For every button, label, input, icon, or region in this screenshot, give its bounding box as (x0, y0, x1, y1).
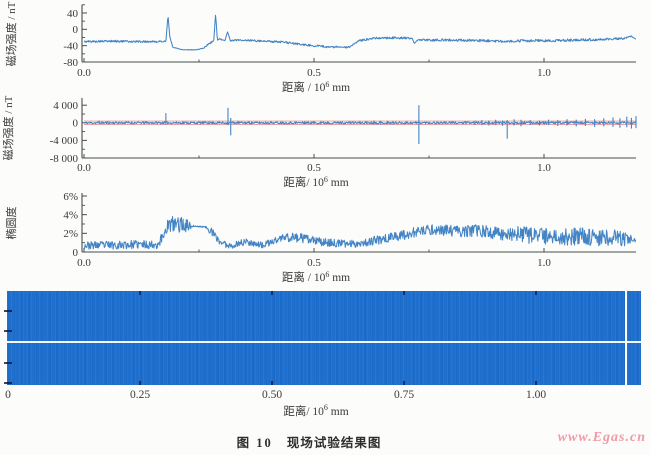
x-axis-title: 距离 / 106 mm (282, 80, 350, 94)
y-tick-label: 6% (63, 191, 78, 203)
figure-caption: 图 10 现场试验结果图 (0, 432, 618, 451)
y-tick-label: 4 000 (53, 100, 78, 112)
x-tick-label: 1.0 (537, 67, 551, 79)
band-edge-tick (139, 291, 141, 295)
band-vertical-marker (625, 291, 627, 385)
watermark: www.Egas.cn (557, 430, 646, 445)
y-axis-title: 椭圆度 (4, 207, 18, 240)
band-x-tick-label: 0.25 (129, 389, 151, 401)
y-tick-label: 0 (73, 247, 79, 259)
band-x-axis-title-sup: 6 (323, 403, 328, 413)
x-axis-title: 距离 / 106 mm (282, 270, 350, 284)
y-tick-label: 0 (73, 24, 79, 36)
band-x-axis: 0 0.25 0.50 0.75 1.00 (0, 389, 650, 405)
x-tick-label: 0.0 (77, 67, 91, 79)
y-tick-label: -4 000 (50, 135, 79, 147)
y-tick-label: 2% (63, 228, 78, 240)
band-edge-tick (403, 291, 405, 295)
band-x-tick-label: 1.00 (525, 389, 547, 401)
waveform-path (83, 215, 637, 250)
caption-text: 现场试验结果图 (286, 436, 382, 450)
band-edge-tick (271, 381, 273, 385)
band-left-tick (4, 330, 12, 332)
y-tick-label: 40 (67, 8, 79, 20)
band-x-tick-label: 0.75 (393, 389, 415, 401)
band-left-tick (4, 382, 12, 384)
caption-number: 图 10 (236, 436, 273, 450)
x-tick-label: 0.0 (77, 162, 91, 174)
band-left-tick (4, 310, 12, 312)
band-edge-tick (271, 291, 273, 295)
x-tick-label: 0.5 (307, 162, 321, 174)
x-tick-label: 0.0 (77, 257, 91, 269)
y-tick-label: 0 (73, 118, 79, 130)
band-x-axis-title: 距离/ 106 mm (283, 403, 348, 419)
band-horizontal-line (7, 341, 641, 343)
y-tick-label: 4% (63, 209, 78, 221)
y-axis-title: 磁场强度 / nT (4, 1, 18, 66)
band-edge-tick (535, 381, 537, 385)
y-tick-label: -8 000 (50, 153, 79, 165)
x-tick-label: 0.5 (307, 67, 321, 79)
bscan-band (4, 291, 641, 385)
band-x-tick-label: 0.50 (261, 389, 283, 401)
band-x-axis-title-unit: mm (327, 406, 349, 418)
band-x-axis-title-text: 距离/ 10 (283, 406, 324, 418)
x-tick-label: 0.5 (307, 257, 321, 269)
band-x-tick-label: 0 (5, 389, 11, 401)
band-edge-tick (403, 381, 405, 385)
x-tick-label: 1.0 (537, 162, 551, 174)
x-tick-label: 1.0 (537, 257, 551, 269)
x-axis-title: 距离/ 106 mm (283, 175, 348, 189)
y-tick-label: -80 (63, 57, 78, 69)
band-left-tick (4, 362, 12, 364)
waveform-path (83, 14, 637, 51)
band-edge-tick (139, 381, 141, 385)
y-tick-label: -40 (63, 40, 78, 52)
y-axis-title: 磁场强度 / nT (1, 95, 15, 160)
band-edge-tick (535, 291, 537, 295)
